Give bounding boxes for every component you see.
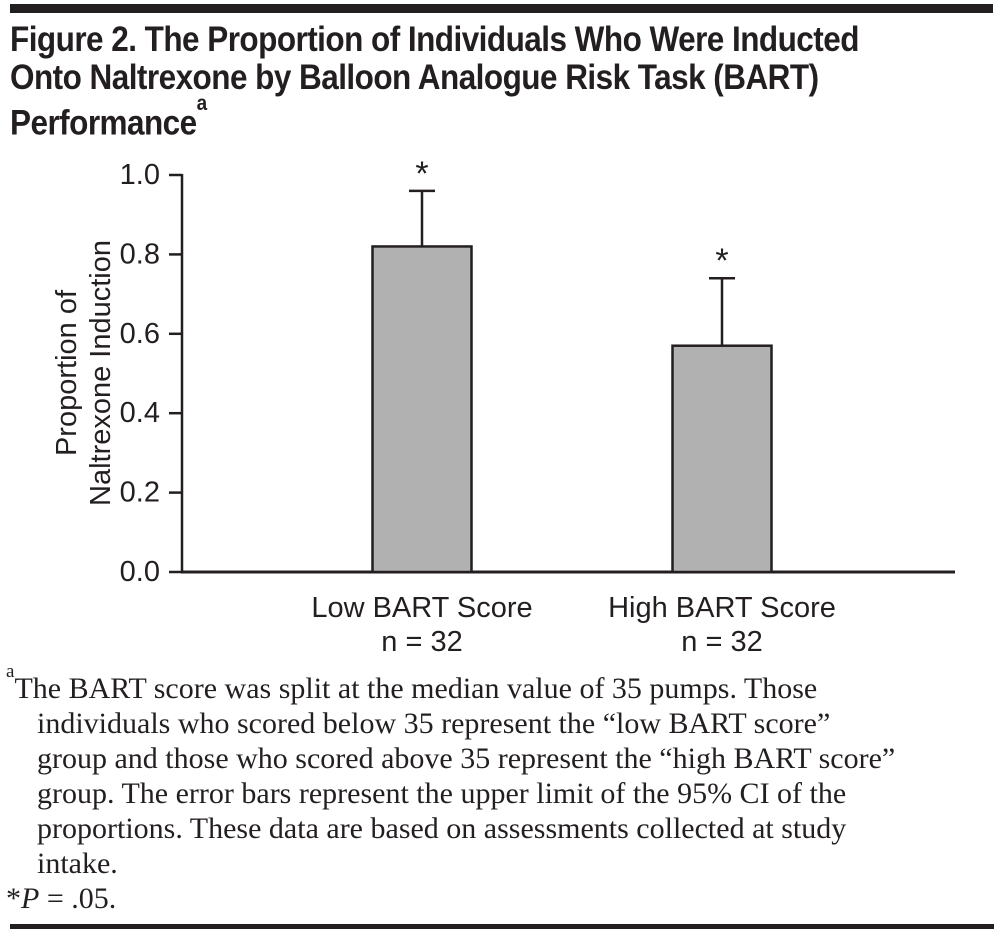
footnote-marker: a — [6, 661, 15, 682]
figure-title-line-3-text: Performance — [10, 103, 197, 143]
bar-chart: 1.0 0.8 0.6 0.4 0.2 0.0 * Low BART Score n = 32 *… — [0, 150, 1004, 665]
footnote-line: intake. — [37, 847, 118, 880]
y-tick-label: 0.8 — [120, 238, 160, 270]
footnote-line: group. The error bars represent the uppe… — [37, 777, 847, 810]
sample-size-label: n = 32 — [381, 626, 462, 658]
footnote-line: individuals who scored below 35 represen… — [37, 707, 831, 740]
footnote-line: group and those who scored above 35 repr… — [37, 742, 896, 775]
bottom-rule — [10, 924, 994, 929]
y-tick-label: 0.4 — [120, 397, 160, 429]
p-value-note: *P = .05. — [6, 881, 998, 916]
p-note-symbol: P — [21, 882, 40, 915]
figure-title-line-3: Performancea — [10, 92, 859, 143]
footnote-line-text: The BART score was split at the median v… — [14, 672, 818, 705]
category-label: Low BART Score — [311, 592, 532, 624]
category-label: High BART Score — [608, 592, 836, 624]
bar — [371, 245, 473, 574]
y-tick-label: 0.2 — [120, 477, 160, 509]
y-tick-label: 1.0 — [120, 159, 160, 191]
footnote-line: aThe BART score was split at the median … — [6, 662, 998, 706]
top-rule — [10, 4, 993, 13]
figure-footnote: aThe BART score was split at the median … — [6, 662, 998, 916]
sample-size-label: n = 32 — [681, 626, 762, 658]
p-note-rest: = .05. — [39, 882, 117, 915]
y-tick-label: 0.6 — [120, 318, 160, 350]
figure-title-line-1: Figure 2. The Proportion of Individuals … — [10, 20, 859, 59]
p-note-star: * — [6, 882, 21, 915]
title-superscript: a — [196, 92, 208, 115]
y-axis-label-line: Proportion of — [51, 289, 83, 456]
footnote-line: proportions. These data are based on ass… — [37, 812, 847, 845]
bar — [671, 344, 773, 574]
significance-asterisk: * — [715, 242, 728, 280]
significance-asterisk: * — [415, 155, 428, 193]
y-axis-label-line: Naltrexone Induction — [85, 240, 117, 506]
figure-title-line-2: Onto Naltrexone by Balloon Analogue Risk… — [10, 58, 819, 97]
figure-title: Figure 2. The Proportion of Individuals … — [10, 21, 953, 143]
y-tick-label: 0.0 — [120, 556, 160, 588]
